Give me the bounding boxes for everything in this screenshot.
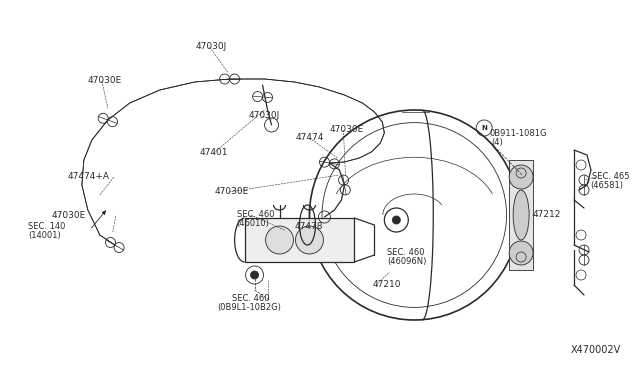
Text: 47030E: 47030E [52, 211, 86, 220]
Circle shape [509, 165, 533, 189]
Circle shape [266, 226, 294, 254]
Text: (4): (4) [491, 138, 503, 147]
Bar [244, 218, 355, 262]
Text: (46581): (46581) [590, 181, 623, 190]
Text: X470002V: X470002V [571, 345, 621, 355]
Text: 47474: 47474 [296, 133, 324, 142]
Text: SEC. 460: SEC. 460 [237, 210, 274, 219]
Text: SEC. 140: SEC. 140 [28, 222, 65, 231]
Text: 47478: 47478 [294, 222, 323, 231]
Text: 47474+A: 47474+A [68, 172, 110, 181]
Text: 47030E: 47030E [330, 125, 364, 134]
Text: (0B9L1-10B2G): (0B9L1-10B2G) [218, 303, 282, 312]
Text: SEC. 460: SEC. 460 [387, 248, 425, 257]
Bar [509, 160, 533, 270]
Text: N: N [481, 125, 487, 131]
Text: 47210: 47210 [372, 280, 401, 289]
Text: 47030J: 47030J [248, 111, 280, 120]
Text: 47212: 47212 [532, 210, 561, 219]
Ellipse shape [513, 190, 529, 240]
Circle shape [251, 271, 259, 279]
Text: 47030E: 47030E [88, 76, 122, 85]
Text: (14001): (14001) [28, 231, 61, 240]
Text: 47030E: 47030E [214, 187, 249, 196]
Text: SEC. 465: SEC. 465 [592, 172, 630, 181]
Text: 47401: 47401 [200, 148, 228, 157]
Circle shape [392, 216, 401, 224]
Circle shape [296, 226, 323, 254]
Circle shape [509, 241, 533, 265]
Text: (46010): (46010) [237, 219, 269, 228]
Text: 0B911-1081G: 0B911-1081G [489, 129, 547, 138]
Text: (46096N): (46096N) [387, 257, 427, 266]
Text: SEC. 460: SEC. 460 [232, 294, 269, 303]
Text: 47030J: 47030J [196, 42, 227, 51]
